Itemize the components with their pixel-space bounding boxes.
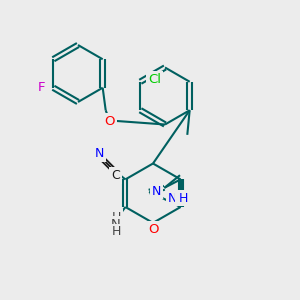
Text: H: H — [111, 225, 121, 239]
Text: C: C — [111, 169, 120, 182]
Text: -: - — [177, 191, 182, 205]
Text: N: N — [111, 218, 121, 231]
Text: O: O — [104, 115, 115, 128]
Text: N: N — [152, 184, 161, 198]
Text: H: H — [111, 211, 121, 224]
Text: F: F — [38, 81, 46, 94]
Text: H: H — [179, 191, 188, 205]
Text: Cl: Cl — [148, 73, 161, 86]
Text: O: O — [148, 223, 159, 236]
Text: N: N — [168, 191, 177, 205]
Text: N: N — [95, 147, 104, 160]
